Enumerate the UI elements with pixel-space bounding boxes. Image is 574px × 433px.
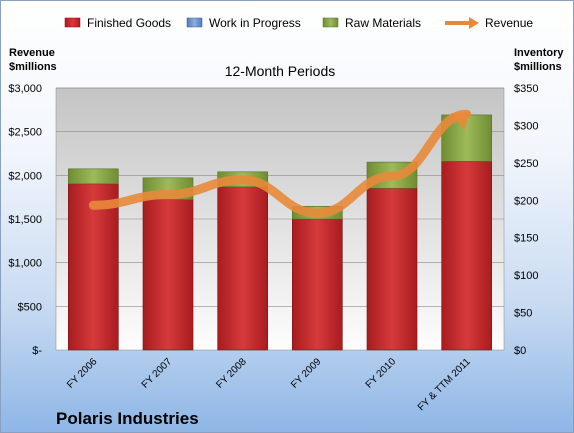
- gridlines: [56, 87, 504, 307]
- legend-swatch-work-in-progress: [186, 17, 203, 28]
- legend-swatch-raw-materials: [322, 17, 339, 28]
- bar-finished-goods: [217, 186, 268, 351]
- revenue-arrowhead: [450, 111, 470, 131]
- bar-finished-goods: [441, 161, 492, 351]
- x-tick-label: FY 2006: [65, 356, 100, 391]
- x-tick-label: FY 2008: [214, 356, 249, 391]
- left-tick-label: $3,000: [8, 83, 42, 95]
- x-tick-label: FY 2010: [364, 356, 399, 391]
- right-tick-label: $350: [514, 83, 538, 95]
- chart-title: 12-Month Periods: [225, 63, 336, 79]
- left-axis-title-line2: $millions: [9, 61, 57, 73]
- right-tick-label: $200: [514, 195, 538, 207]
- left-tick-label: $1,000: [8, 258, 42, 270]
- legend-label-revenue: Revenue: [485, 16, 533, 30]
- right-tick-label: $150: [514, 233, 538, 245]
- bar-finished-goods: [292, 218, 343, 351]
- legend-label-finished-goods: Finished Goods: [87, 16, 171, 30]
- legend-label-work-in-progress: Work in Progress: [209, 16, 301, 30]
- right-axis-title-line2: $millions: [514, 61, 562, 73]
- left-tick-label: $2,500: [8, 127, 42, 139]
- bar-finished-goods: [142, 199, 194, 351]
- left-axis-title-line1: Revenue: [9, 47, 55, 59]
- right-tick-label: $50: [514, 308, 532, 320]
- right-tick-label: $300: [514, 120, 538, 132]
- x-tick-label: FY & TTM 2011: [416, 356, 473, 413]
- x-tick-label: FY 2007: [140, 356, 175, 391]
- right-tick-label: $0: [514, 345, 526, 357]
- x-tick-label: FY 2009: [289, 356, 324, 391]
- right-tick-label: $100: [514, 270, 538, 282]
- legend-label-raw-materials: Raw Materials: [345, 16, 421, 30]
- left-axis-ticks: $- $500 $1,000 $1,500 $2,000 $2,500 $3,000: [8, 83, 42, 357]
- bar-finished-goods: [68, 183, 119, 351]
- bar-finished-goods: [366, 188, 418, 351]
- legend: Finished Goods Work in Progress Raw Mate…: [64, 16, 533, 30]
- right-axis-title-line1: Inventory: [514, 47, 564, 59]
- x-axis-ticks: FY 2006 FY 2007 FY 2008 FY 2009 FY 2010 FY & …: [65, 356, 473, 413]
- legend-swatch-revenue: [445, 17, 479, 29]
- right-tick-label: $250: [514, 158, 538, 170]
- left-tick-label: $-: [32, 345, 42, 357]
- legend-swatch-finished-goods: [64, 17, 81, 28]
- revenue-line: [88, 109, 472, 218]
- left-tick-label: $1,500: [8, 214, 42, 226]
- right-axis-ticks: $0 $50 $100 $150 $200 $250 $300 $350: [514, 83, 538, 357]
- left-tick-label: $500: [18, 301, 42, 313]
- revenue-line-group: [88, 109, 472, 218]
- company-name: Polaris Industries: [56, 409, 199, 428]
- bar-raw-materials: [68, 168, 119, 185]
- left-tick-label: $2,000: [8, 170, 42, 182]
